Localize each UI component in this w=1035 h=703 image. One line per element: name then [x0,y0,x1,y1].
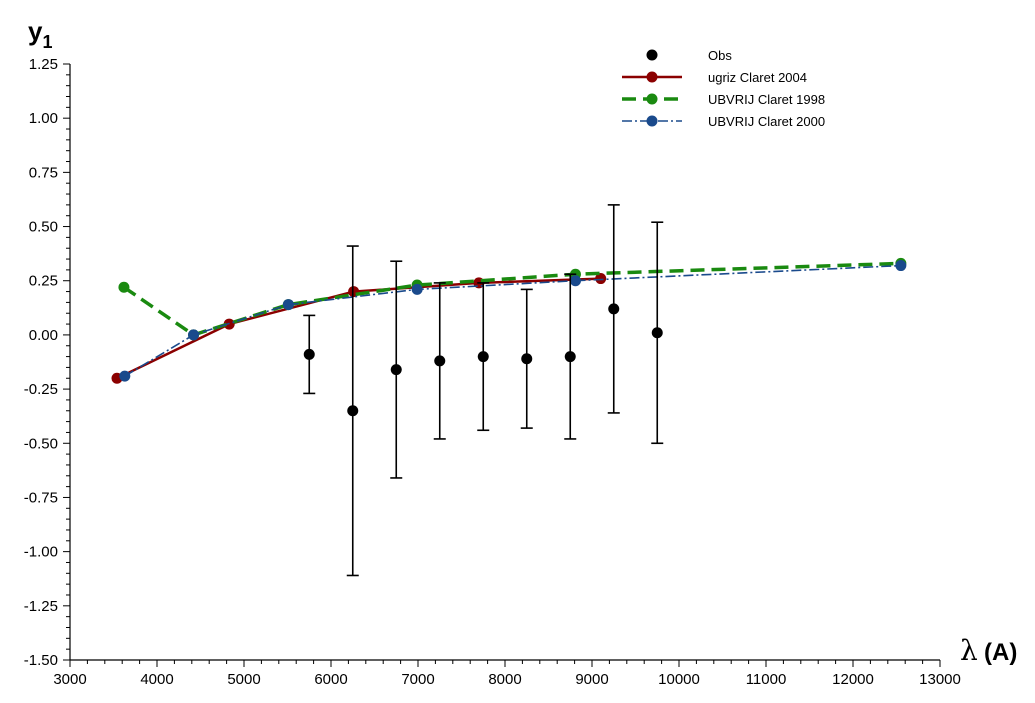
x-tick-label: 6000 [314,671,347,688]
y-tick-label: -1.25 [24,598,58,615]
x-tick-label: 10000 [658,671,700,688]
legend-entry: UBVRIJ Claret 1998 [622,92,825,107]
series-point [411,283,423,295]
series-line [124,264,901,377]
x-axis-title-symbol: λ [960,634,978,667]
obs-point [303,348,315,360]
y-tick-label: 0.75 [29,164,58,181]
legend-label: ugriz Claret 2004 [708,70,807,85]
series-layer [111,257,907,384]
legend-marker [646,49,658,61]
legend-marker [646,115,658,127]
observations-layer [303,204,664,577]
series-point [595,273,607,285]
x-tick-label: 3000 [53,671,86,688]
obs-point [390,364,402,376]
x-tick-label: 11000 [746,671,787,688]
obs-point [434,355,446,367]
obs-point-group [303,314,316,395]
series-point [119,370,131,382]
obs-point-group [607,204,620,414]
obs-point-group [433,282,446,440]
series-line [122,261,901,337]
y-tick-label: 1.00 [29,110,58,127]
obs-point-group [520,288,533,429]
legend-entry: UBVRIJ Claret 2000 [622,114,825,129]
y-axis-title-main: y [28,16,43,46]
y-axis-title: y1 [28,16,52,52]
x-tick-label: 5000 [227,671,260,688]
obs-point [564,351,576,363]
x-tick-label: 8000 [488,671,521,688]
legend-marker [646,93,658,105]
obs-point [477,351,489,363]
y-tick-label: -0.75 [24,489,58,506]
series-point [895,260,907,272]
y-tick-label: 0.50 [29,219,58,236]
series-3 [119,260,907,382]
legend-marker [646,71,658,83]
y-tick-label: -0.50 [24,435,58,452]
legend-entry: Obs [646,48,732,63]
x-tick-label: 13000 [919,671,961,688]
legend-label: Obs [708,48,732,63]
series-point [282,299,294,311]
legend-entry: ugriz Claret 2004 [622,70,807,85]
legend-label: UBVRIJ Claret 1998 [708,92,825,107]
x-tick-label: 9000 [575,671,608,688]
obs-point-group [651,221,664,445]
y-tick-label: -0.25 [24,381,58,398]
y-tick-label: 0.00 [29,327,58,344]
axes [69,64,940,661]
ticks: 3000 4000 5000 6000 7000 8000 9000 10000 11000 12… [24,56,961,688]
y-axis-title-subscript: 1 [42,32,52,52]
series-point [118,281,130,293]
x-axis-title-unit: (A) [984,639,1017,666]
obs-point [608,303,620,315]
obs-point-group [564,273,577,440]
legend: Obs ugriz Claret 2004 UBVRIJ Claret 1998 UB… [622,48,825,129]
y-tick-label: -1.00 [24,544,58,561]
x-tick-label: 4000 [140,671,173,688]
obs-point-group [346,245,359,577]
y-tick-label: 1.25 [29,56,58,73]
obs-point-group [390,260,403,479]
y-tick-label: -1.50 [24,652,58,669]
series-point [188,329,200,341]
obs-point [651,327,663,339]
obs-point [521,353,533,365]
obs-point [347,405,359,417]
obs-point-group [477,282,490,432]
y-tick-label: 0.25 [29,273,58,290]
legend-label: UBVRIJ Claret 2000 [708,114,825,129]
series-point [569,275,581,287]
x-tick-label: 7000 [401,671,434,688]
x-tick-label: 12000 [832,671,874,688]
